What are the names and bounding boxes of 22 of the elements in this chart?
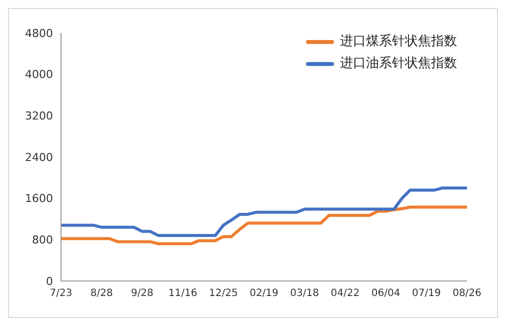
- y-tick-label: 1600: [25, 192, 53, 206]
- y-tick-label: 4800: [25, 26, 53, 40]
- y-tick-label: 800: [32, 234, 53, 247]
- x-tick-label: 12/25: [208, 288, 238, 300]
- x-tick-label: 7/23: [50, 288, 72, 300]
- x-tick-label: 07/19: [412, 288, 441, 300]
- x-tick-label: 11/16: [168, 288, 198, 300]
- legend-label: 进口煤系针状焦指数: [340, 33, 457, 51]
- x-tick-label: 03/18: [290, 288, 320, 300]
- line-series: [60, 186, 468, 238]
- line-series: [60, 206, 468, 246]
- y-tick-label: 3200: [25, 110, 53, 123]
- x-tick-label: 02/19: [250, 288, 278, 300]
- y-tick-label: 4000: [25, 68, 53, 82]
- x-tick-label: 8/28: [90, 288, 113, 300]
- x-tick-label: 08/26: [452, 288, 482, 300]
- x-tick-label: 06/04: [371, 288, 400, 300]
- x-tick-label: 04/22: [330, 288, 360, 300]
- y-tick-label: 0: [46, 274, 53, 288]
- legend-label: 进口油系针状焦指数: [340, 55, 457, 73]
- y-tick-label: 2400: [25, 150, 53, 164]
- x-tick-label: 9/28: [130, 288, 154, 300]
